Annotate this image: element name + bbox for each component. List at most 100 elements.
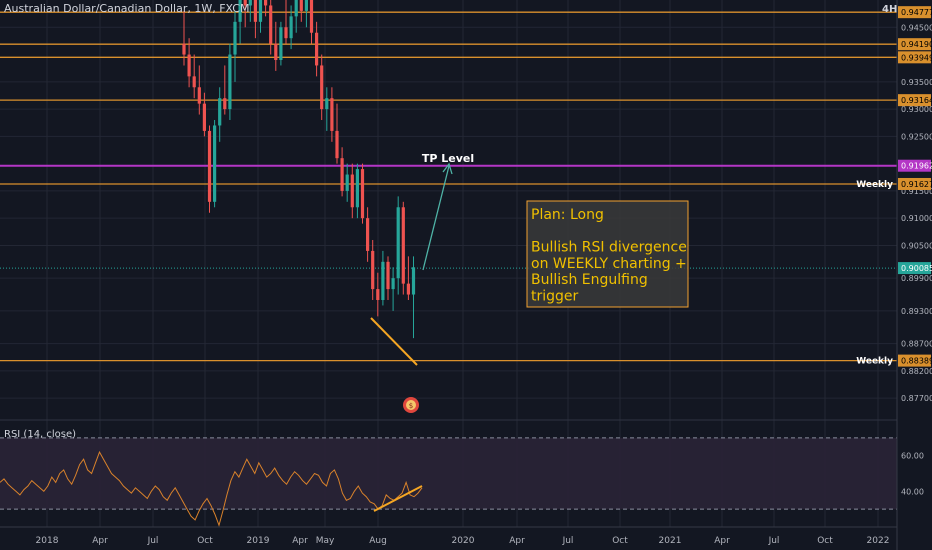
price-tick-label: 0.93000: [901, 105, 932, 114]
candle-body: [233, 21, 237, 55]
candle-body: [371, 250, 375, 290]
time-tick-label: Oct: [197, 536, 213, 546]
candle-body: [391, 278, 395, 290]
rsi-line: [0, 450, 423, 527]
price-ticks: 0.94500 0.93500 0.93000 0.92500 0.91500 0.910…: [901, 23, 932, 403]
time-tick-label: Oct: [612, 536, 628, 546]
price-tick-label: 0.91000: [901, 214, 932, 223]
candle-body: [340, 158, 344, 191]
event-icon[interactable]: $: [403, 397, 419, 413]
candle-body: [248, 0, 252, 6]
time-tick-label: 2018: [36, 536, 59, 546]
candle-body: [243, 0, 247, 6]
candle-body: [376, 289, 380, 300]
candle-body: [197, 87, 201, 104]
svg-text:$: $: [409, 402, 413, 410]
price-tick-label: 0.91500: [901, 187, 932, 196]
candle-body: [207, 130, 212, 202]
candle-body: [228, 54, 232, 110]
candle-body: [330, 98, 334, 131]
candle-body: [213, 125, 217, 202]
candle-body: [411, 267, 416, 295]
price-badge-label: 0.93164: [901, 96, 932, 105]
candle-body: [279, 27, 283, 60]
price-badge-label: 0.93949: [901, 53, 932, 62]
candle-body: [258, 0, 263, 22]
level-labels: Weekly Weekly: [856, 180, 893, 367]
tp-level-label: TP Level: [422, 152, 474, 165]
price-tick-label: 0.94500: [901, 23, 932, 32]
time-tick-label: Apr: [714, 536, 730, 546]
candle-body: [309, 0, 314, 33]
price-badge-label: 0.88389: [901, 357, 932, 366]
candle-body: [401, 207, 405, 284]
rsi-band: [0, 437, 897, 510]
candle-body: [284, 27, 288, 39]
horizontal-levels: [0, 11, 897, 362]
price-tick-label: 0.88200: [901, 367, 932, 376]
time-tick-label: 2022: [867, 536, 890, 546]
candle-body: [187, 54, 191, 77]
price-axis-bg: [897, 0, 932, 550]
candle-body: [269, 5, 273, 44]
candle-body: [274, 43, 278, 60]
time-tick-label: Apr: [509, 536, 525, 546]
candle-body: [223, 98, 227, 110]
candle-body: [335, 130, 339, 159]
timeframe-badge[interactable]: 4H: [882, 4, 897, 15]
rsi-ticks: 60.00 40.00: [901, 452, 924, 497]
candle-body: [350, 174, 354, 208]
price-badge: [898, 38, 931, 51]
plan-text-line: trigger: [531, 289, 579, 305]
time-tick-label: 2019: [247, 536, 270, 546]
time-tick-label: Apr: [92, 536, 108, 546]
candle-body: [396, 207, 400, 279]
projection-arrow-line[interactable]: [422, 165, 450, 271]
candle-body: [360, 169, 365, 219]
projection-arrowhead: [442, 162, 453, 175]
price-badge: [898, 177, 931, 190]
time-tick-label: Jul: [147, 536, 159, 546]
candle-body: [355, 169, 359, 208]
price-tick-label: 0.93500: [901, 78, 932, 87]
price-tick-label: 0.92500: [901, 132, 932, 141]
candle-body: [238, 0, 242, 22]
price-badge: [898, 94, 931, 107]
rsi-divergence-line[interactable]: [373, 485, 423, 512]
candle-body: [325, 98, 329, 110]
candle-body: [299, 0, 303, 11]
price-badge: [898, 262, 931, 275]
level-label: Weekly: [856, 357, 893, 367]
candle-body: [304, 0, 308, 11]
candle-body: [320, 65, 324, 110]
price-badge-label: 0.91962: [901, 162, 932, 171]
price-tick-label: 0.89300: [901, 307, 932, 316]
candle-body: [345, 174, 349, 191]
price-badge-label: 0.90085: [901, 264, 932, 273]
price-divergence-line[interactable]: [370, 317, 418, 366]
rsi-tick-label: 60.00: [901, 452, 924, 461]
price-tick-label: 0.89900: [901, 274, 932, 283]
time-tick-label: Aug: [369, 536, 387, 546]
plan-text-line: Bullish Engulfing: [531, 272, 648, 288]
time-tick-label: 2021: [659, 536, 682, 546]
candle-body: [294, 0, 298, 17]
candle-body: [381, 261, 385, 300]
candle-body: [202, 103, 206, 131]
price-tick-label: 0.90500: [901, 241, 932, 250]
rsi-label: RSI (14, close): [4, 429, 76, 440]
candle-body: [315, 32, 319, 66]
time-tick-label: Jul: [562, 536, 574, 546]
candle-body: [182, 43, 186, 55]
time-tick-label: May: [316, 536, 335, 546]
candle-body: [192, 76, 196, 88]
price-badge: [898, 51, 931, 64]
time-tick-label: Apr: [292, 536, 308, 546]
price-badge-label: 0.94777: [901, 8, 932, 17]
time-tick-label: Jul: [768, 536, 780, 546]
price-badge-label: 0.91627: [901, 180, 932, 189]
plan-box[interactable]: [526, 200, 689, 308]
candle-body: [366, 218, 370, 251]
